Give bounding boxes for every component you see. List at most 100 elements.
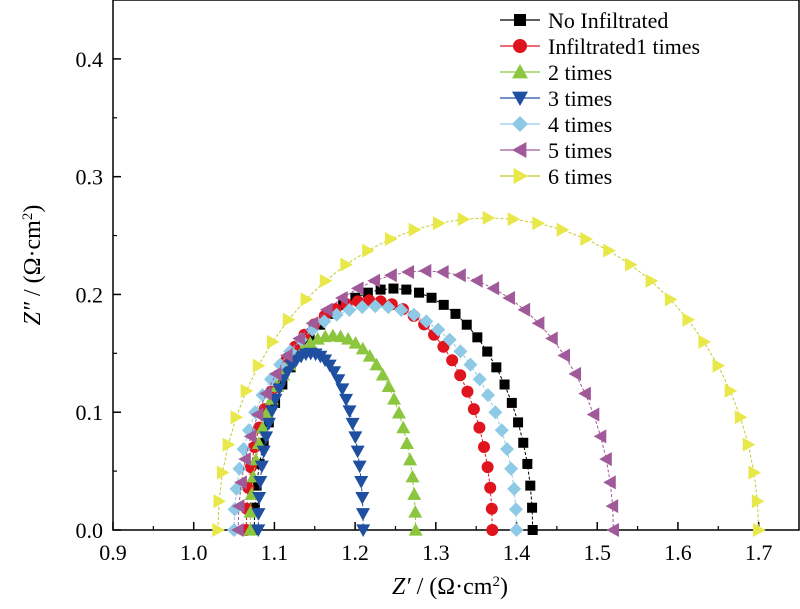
x-tick-label: 1.1 — [261, 540, 289, 565]
data-point — [504, 461, 519, 476]
data-point — [419, 314, 434, 329]
data-point — [401, 284, 412, 295]
data-point — [259, 386, 272, 401]
legend-item: 2 times — [500, 60, 612, 85]
data-point — [522, 458, 533, 469]
y-axis-unit-sup: 2 — [20, 213, 36, 221]
data-point — [256, 445, 271, 459]
data-point — [408, 505, 423, 518]
legend-marker — [512, 142, 527, 158]
x-tick-label: 1.7 — [745, 540, 773, 565]
data-point — [231, 523, 244, 537]
data-point — [345, 417, 360, 431]
data-point — [450, 308, 461, 319]
data-point — [394, 303, 409, 318]
data-point — [593, 429, 607, 444]
data-point — [238, 452, 251, 467]
data-point — [303, 336, 318, 349]
data-point — [486, 524, 499, 536]
data-point — [408, 523, 423, 536]
data-point — [234, 475, 247, 490]
x-tick-label: 1.5 — [583, 540, 611, 565]
data-point — [568, 366, 582, 381]
data-point — [517, 302, 531, 317]
x-axis: 0.9 1.0 1.1 1.2 1.3 1.4 1.5 1.6 1.7 — [99, 522, 772, 565]
data-point — [375, 367, 390, 381]
data-point — [545, 331, 558, 346]
data-point — [355, 341, 370, 355]
data-point — [251, 524, 266, 537]
series-3 — [251, 347, 371, 537]
data-point — [461, 319, 472, 330]
legend-label: 5 times — [548, 138, 612, 163]
data-point — [446, 354, 459, 367]
data-point — [499, 379, 510, 390]
data-point — [335, 383, 350, 397]
data-point — [243, 523, 258, 536]
legend-label: 4 times — [548, 112, 612, 137]
legend-marker — [513, 168, 528, 184]
legend-marker — [512, 116, 528, 132]
y-tick-label: 0.3 — [76, 165, 104, 190]
data-point — [507, 212, 521, 227]
data-point — [367, 273, 380, 288]
series-1 — [240, 294, 499, 536]
data-point — [481, 388, 496, 403]
legend-label: 3 times — [548, 86, 612, 111]
y-axis-unit: / (Ω·cm — [20, 220, 46, 302]
data-point — [319, 302, 333, 317]
data-point — [253, 476, 268, 489]
data-point — [280, 348, 293, 363]
data-point — [381, 300, 396, 315]
data-point — [335, 291, 348, 306]
data-point — [531, 316, 545, 331]
data-point — [362, 243, 375, 258]
series-6 — [212, 210, 766, 537]
x-tick-label: 0.9 — [99, 540, 127, 565]
data-point — [664, 292, 678, 307]
data-point — [437, 340, 450, 353]
data-point — [352, 460, 367, 474]
data-point — [212, 523, 225, 537]
data-point — [494, 423, 509, 438]
y-tick-label: 0.1 — [76, 400, 104, 425]
data-point — [319, 273, 333, 288]
data-point — [331, 374, 346, 387]
data-point — [268, 366, 282, 381]
legend-item: 3 times — [500, 86, 612, 111]
data-point — [259, 405, 274, 419]
data-point — [230, 410, 244, 425]
data-point — [399, 436, 414, 449]
legend-marker — [514, 14, 526, 26]
data-point — [384, 268, 397, 283]
data-point — [527, 525, 538, 535]
x-tick-label: 1.0 — [180, 540, 208, 565]
legend-item: 5 times — [500, 138, 612, 163]
data-point — [467, 403, 480, 416]
data-point — [482, 346, 493, 357]
x-tick-label: 1.2 — [341, 540, 369, 565]
data-point — [362, 349, 377, 362]
data-point — [327, 366, 342, 379]
data-point — [682, 312, 696, 327]
x-axis-symbol: Z′ — [392, 574, 411, 600]
data-point — [453, 268, 466, 283]
y-axis: 0.0 0.1 0.2 0.3 0.4 — [76, 47, 121, 543]
data-point — [463, 357, 478, 372]
data-point — [388, 283, 399, 294]
data-point — [461, 385, 474, 398]
data-point — [603, 243, 616, 258]
data-point — [502, 291, 515, 306]
data-point — [753, 523, 766, 537]
y-tick-label: 0.2 — [76, 282, 104, 307]
data-point — [507, 481, 522, 496]
legend-item: 6 times — [500, 164, 612, 189]
data-point — [484, 481, 497, 494]
data-point — [222, 437, 236, 452]
data-point — [724, 383, 738, 398]
data-point — [485, 502, 498, 515]
data-point — [532, 216, 545, 231]
data-point — [342, 405, 357, 418]
data-point — [482, 210, 496, 225]
data-point — [481, 461, 494, 474]
